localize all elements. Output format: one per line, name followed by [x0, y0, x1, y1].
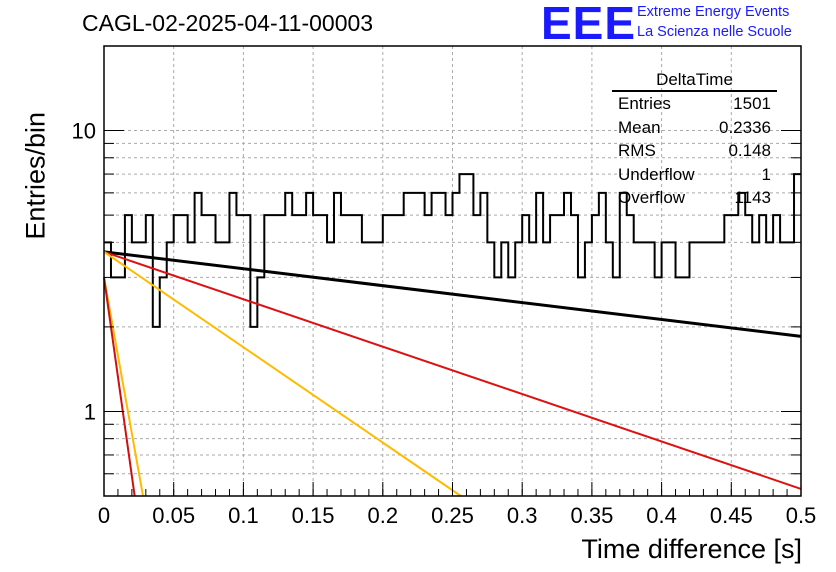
- stats-label: Underflow: [618, 164, 695, 184]
- stats-row-rms: RMS 0.148: [612, 139, 777, 163]
- y-tick-label: 1: [84, 399, 96, 424]
- stats-row-mean: Mean 0.2336: [612, 116, 777, 140]
- x-tick-label: 0.15: [292, 503, 335, 528]
- fit-curve: [103, 250, 802, 490]
- stats-value: 0.2336: [719, 117, 771, 137]
- fit-curve: [103, 277, 136, 497]
- chart-title: CAGL-02-2025-04-11-00003: [82, 10, 374, 36]
- x-tick-label: 0.1: [228, 503, 259, 528]
- x-tick-label: 0.5: [786, 503, 817, 528]
- x-tick-label: 0.4: [646, 503, 677, 528]
- x-axis-ticks: 0 0.05 0.1 0.15 0.2 0.25 0.3 0.35 0.4 0.45 0.5: [98, 482, 816, 528]
- y-axis-ticks: 1 10: [72, 45, 801, 497]
- x-tick-label: 0: [98, 503, 110, 528]
- logo-line-1: Extreme Energy Events: [637, 4, 790, 20]
- stats-row-underflow: Underflow 1: [612, 163, 777, 187]
- x-tick-label: 0.45: [710, 503, 753, 528]
- stats-title: DeltaTime: [612, 70, 777, 92]
- x-axis-label: Time difference [s]: [581, 534, 802, 564]
- x-tick-label: 0.05: [152, 503, 195, 528]
- stats-row-overflow: Overflow 1143: [612, 186, 777, 210]
- stats-row-entries: Entries 1501: [612, 92, 777, 116]
- x-tick-label: 0.25: [431, 503, 474, 528]
- stats-label: Overflow: [618, 188, 686, 207]
- fit-curve: [103, 277, 145, 497]
- stats-label: RMS: [618, 141, 656, 160]
- stats-value: 1143: [734, 188, 771, 207]
- x-tick-label: 0.2: [368, 503, 399, 528]
- stats-value: 0.148: [728, 141, 771, 160]
- stats-label: Mean: [618, 117, 661, 137]
- stats-value: 1: [761, 164, 771, 184]
- x-tick-label: 0.35: [570, 503, 613, 528]
- logo-line-2: La Scienza nelle Scuole: [637, 24, 792, 40]
- y-tick-label: 10: [72, 119, 96, 144]
- fit-curves: [103, 250, 802, 497]
- histogram-outline: [104, 173, 801, 328]
- x-tick-label: 0.3: [507, 503, 538, 528]
- grid-lines: [104, 45, 801, 497]
- histogram-series: [104, 173, 801, 328]
- stats-label: Entries: [618, 94, 671, 113]
- y-axis-label: Entries/bin: [20, 112, 51, 240]
- fit-curve: [103, 250, 802, 338]
- eee-logo: EEE: [541, 0, 637, 49]
- stats-value: 1501: [733, 94, 771, 113]
- stats-box: DeltaTime Entries 1501 Mean 0.2336 RMS 0…: [612, 70, 777, 210]
- fit-curve: [103, 251, 462, 497]
